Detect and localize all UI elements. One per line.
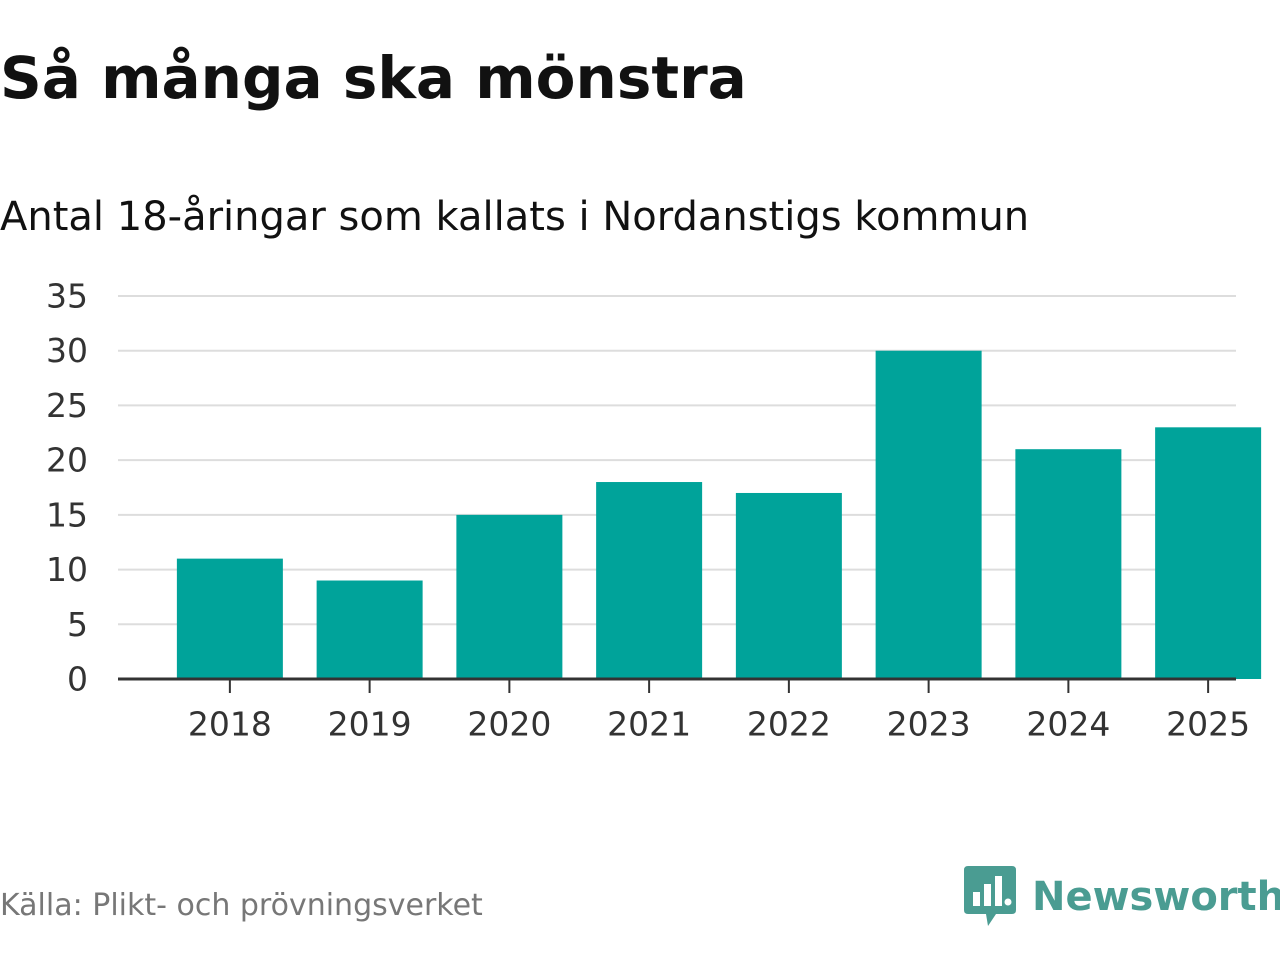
bar-2021 bbox=[596, 482, 703, 679]
y-tick-label: 35 bbox=[46, 277, 88, 316]
bar-2020 bbox=[456, 514, 563, 679]
bars bbox=[176, 350, 1262, 679]
bar-2019 bbox=[316, 580, 423, 679]
x-tick-label: 2024 bbox=[1026, 705, 1110, 744]
bar-2025 bbox=[1155, 427, 1262, 679]
bar-2024 bbox=[1015, 449, 1122, 679]
x-tick-label: 2023 bbox=[887, 705, 971, 744]
bar-2022 bbox=[735, 492, 842, 679]
x-axis bbox=[118, 677, 1236, 693]
y-tick-label: 10 bbox=[46, 550, 88, 589]
y-axis-tick-labels: 0 5 10 15 20 25 30 35 bbox=[46, 277, 88, 699]
y-tick-label: 15 bbox=[46, 495, 88, 534]
chart-title: Så många ska mönstra bbox=[0, 44, 747, 112]
brand-logo: Newsworthy bbox=[964, 862, 1280, 932]
x-tick-label: 2021 bbox=[607, 705, 691, 744]
y-tick-label: 30 bbox=[46, 331, 88, 370]
y-tick-label: 5 bbox=[67, 605, 88, 644]
y-tick-label: 25 bbox=[46, 386, 88, 425]
x-tick-label: 2022 bbox=[747, 705, 831, 744]
y-tick-label: 0 bbox=[67, 660, 88, 699]
x-tick-label: 2018 bbox=[188, 705, 272, 744]
bar-2023 bbox=[875, 350, 982, 679]
x-tick-label: 2019 bbox=[328, 705, 412, 744]
source-note: Källa: Plikt- och prövningsverket bbox=[0, 888, 483, 923]
x-axis-tick-labels: 2018 2019 2020 2021 2022 2023 2024 2025 bbox=[188, 705, 1250, 744]
x-tick-label: 2020 bbox=[467, 705, 551, 744]
bar-2018 bbox=[176, 558, 283, 679]
newsworthy-logo-icon bbox=[964, 866, 1016, 926]
chart-subtitle: Antal 18-åringar som kallats i Nordansti… bbox=[0, 194, 1030, 240]
x-tick-label: 2025 bbox=[1166, 705, 1250, 744]
brand-name: Newsworthy bbox=[1032, 874, 1280, 920]
y-tick-label: 20 bbox=[46, 441, 88, 480]
